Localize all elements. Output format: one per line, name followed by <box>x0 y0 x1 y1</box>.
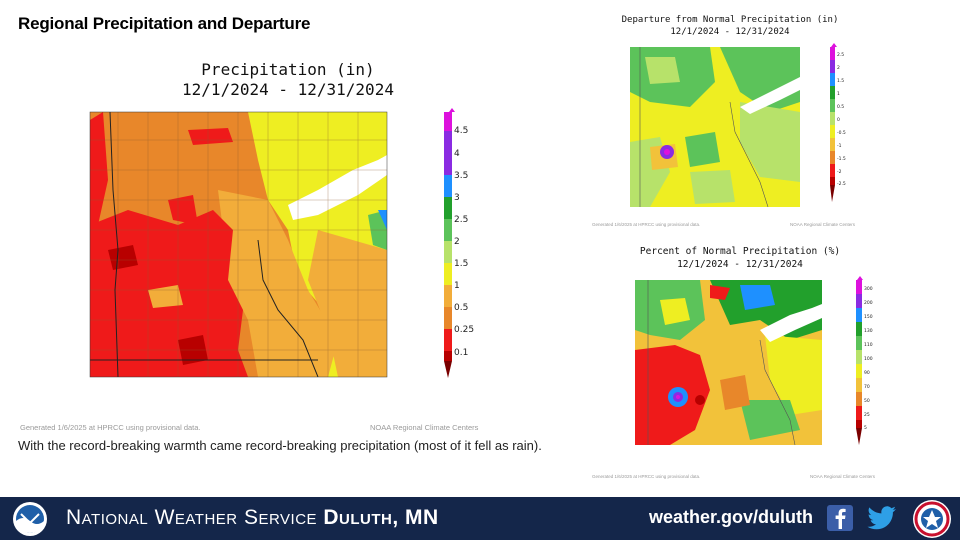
precipitation-legend-label: 1.5 <box>454 259 469 269</box>
precipitation-legend-label: 0.1 <box>454 348 469 358</box>
footer-url[interactable]: weather.gov/duluth <box>649 507 814 527</box>
departure-legend-label: 0 <box>837 118 840 123</box>
percent-map-title: Percent of Normal Precipitation (%) 12/1… <box>615 245 865 271</box>
percent-map-footnote-left: Generated 1/6/2025 at HPRCC using provis… <box>592 474 701 479</box>
nws-logo-icon <box>913 500 951 538</box>
precipitation-map-title: Precipitation (in) 12/1/2024 - 12/31/202… <box>158 60 418 100</box>
facebook-icon[interactable] <box>827 505 853 531</box>
percent-map-graphic <box>635 276 863 445</box>
percent-legend-label: 90 <box>864 371 870 376</box>
departure-map-title-line2: 12/1/2024 - 12/31/2024 <box>670 27 790 37</box>
precipitation-map-title-line2: 12/1/2024 - 12/31/2024 <box>182 80 394 99</box>
departure-map-title-line1: Departure from Normal Precipitation (in) <box>621 15 839 25</box>
precipitation-map-footnote-right: NOAA Regional Climate Centers <box>370 423 479 432</box>
percent-legend-label: 130 <box>864 329 873 334</box>
precipitation-map-title-line1: Precipitation (in) <box>201 60 375 79</box>
percent-legend-label: 100 <box>864 357 873 362</box>
departure-map-footnote-right: NOAA Regional Climate Centers <box>790 222 856 227</box>
departure-legend-label: -1.5 <box>837 157 846 162</box>
departure-legend-label: -2.5 <box>837 182 846 187</box>
percent-legend-label: 300 <box>864 287 873 292</box>
precipitation-map-graphic <box>89 108 455 378</box>
precipitation-legend-label: 2 <box>454 237 460 247</box>
precipitation-legend-label: 4.5 <box>454 126 469 136</box>
percent-legend-label: 150 <box>864 315 873 320</box>
percent-legend-label: 50 <box>864 399 870 404</box>
percent-map-title-line1: Percent of Normal Precipitation (%) <box>639 246 841 257</box>
slide-title: Regional Precipitation and Departure <box>18 14 311 33</box>
percent-legend-label: 110 <box>864 343 873 348</box>
twitter-icon[interactable] <box>866 505 898 531</box>
departure-legend-label: -1 <box>837 144 842 149</box>
footer-bar: National Weather Service Duluth, MN weat… <box>0 497 960 540</box>
departure-legend-label: -0.5 <box>837 131 846 136</box>
percent-legend-label: 5 <box>864 426 867 431</box>
departure-legend-label: 2.5 <box>837 53 845 58</box>
percent-legend-bar <box>856 276 863 445</box>
precipitation-legend-bar <box>444 108 455 378</box>
footer-agency: National Weather Service <box>66 506 318 529</box>
percent-legend-label: 25 <box>864 413 870 418</box>
noaa-logo-icon <box>13 502 47 536</box>
precipitation-legend-label: 0.25 <box>454 325 475 335</box>
departure-legend-label: -2 <box>837 170 842 175</box>
percent-legend-label: 70 <box>864 385 870 390</box>
percent-map-title-line2: 12/1/2024 - 12/31/2024 <box>677 259 803 270</box>
departure-legend-bar <box>830 43 837 202</box>
precipitation-map: Precipitation (in) 12/1/2024 - 12/31/202… <box>18 50 578 435</box>
footer-agency-text: National Weather Service Duluth, MN <box>66 506 439 530</box>
departure-map: Departure from Normal Precipitation (in)… <box>590 12 890 232</box>
slide-caption: With the record-breaking warmth came rec… <box>18 438 542 453</box>
precipitation-legend-label: 1 <box>454 281 460 291</box>
percent-map-footnote-right: NOAA Regional Climate Centers <box>810 474 876 479</box>
precipitation-legend-label: 3.5 <box>454 171 469 181</box>
departure-legend-label: 1.5 <box>837 79 845 84</box>
precipitation-legend-label: 3 <box>454 193 460 203</box>
departure-legend-label: 0.5 <box>837 105 845 110</box>
precipitation-legend-label: 0.5 <box>454 303 469 313</box>
departure-legend-label: 2 <box>837 66 840 71</box>
precipitation-legend-label: 2.5 <box>454 215 469 225</box>
departure-map-title: Departure from Normal Precipitation (in)… <box>610 14 850 38</box>
precipitation-legend-label: 4 <box>454 149 460 159</box>
departure-map-footnote-left: Generated 1/6/2025 at HPRCC using provis… <box>592 222 701 227</box>
percent-legend-label: 200 <box>864 301 873 306</box>
percent-map: Percent of Normal Precipitation (%) 12/1… <box>590 240 900 485</box>
footer-office: Duluth, MN <box>323 506 439 529</box>
departure-map-graphic <box>630 43 837 207</box>
precipitation-map-footnote-left: Generated 1/6/2025 at HPRCC using provis… <box>20 423 201 432</box>
departure-legend-label: 1 <box>837 92 840 97</box>
